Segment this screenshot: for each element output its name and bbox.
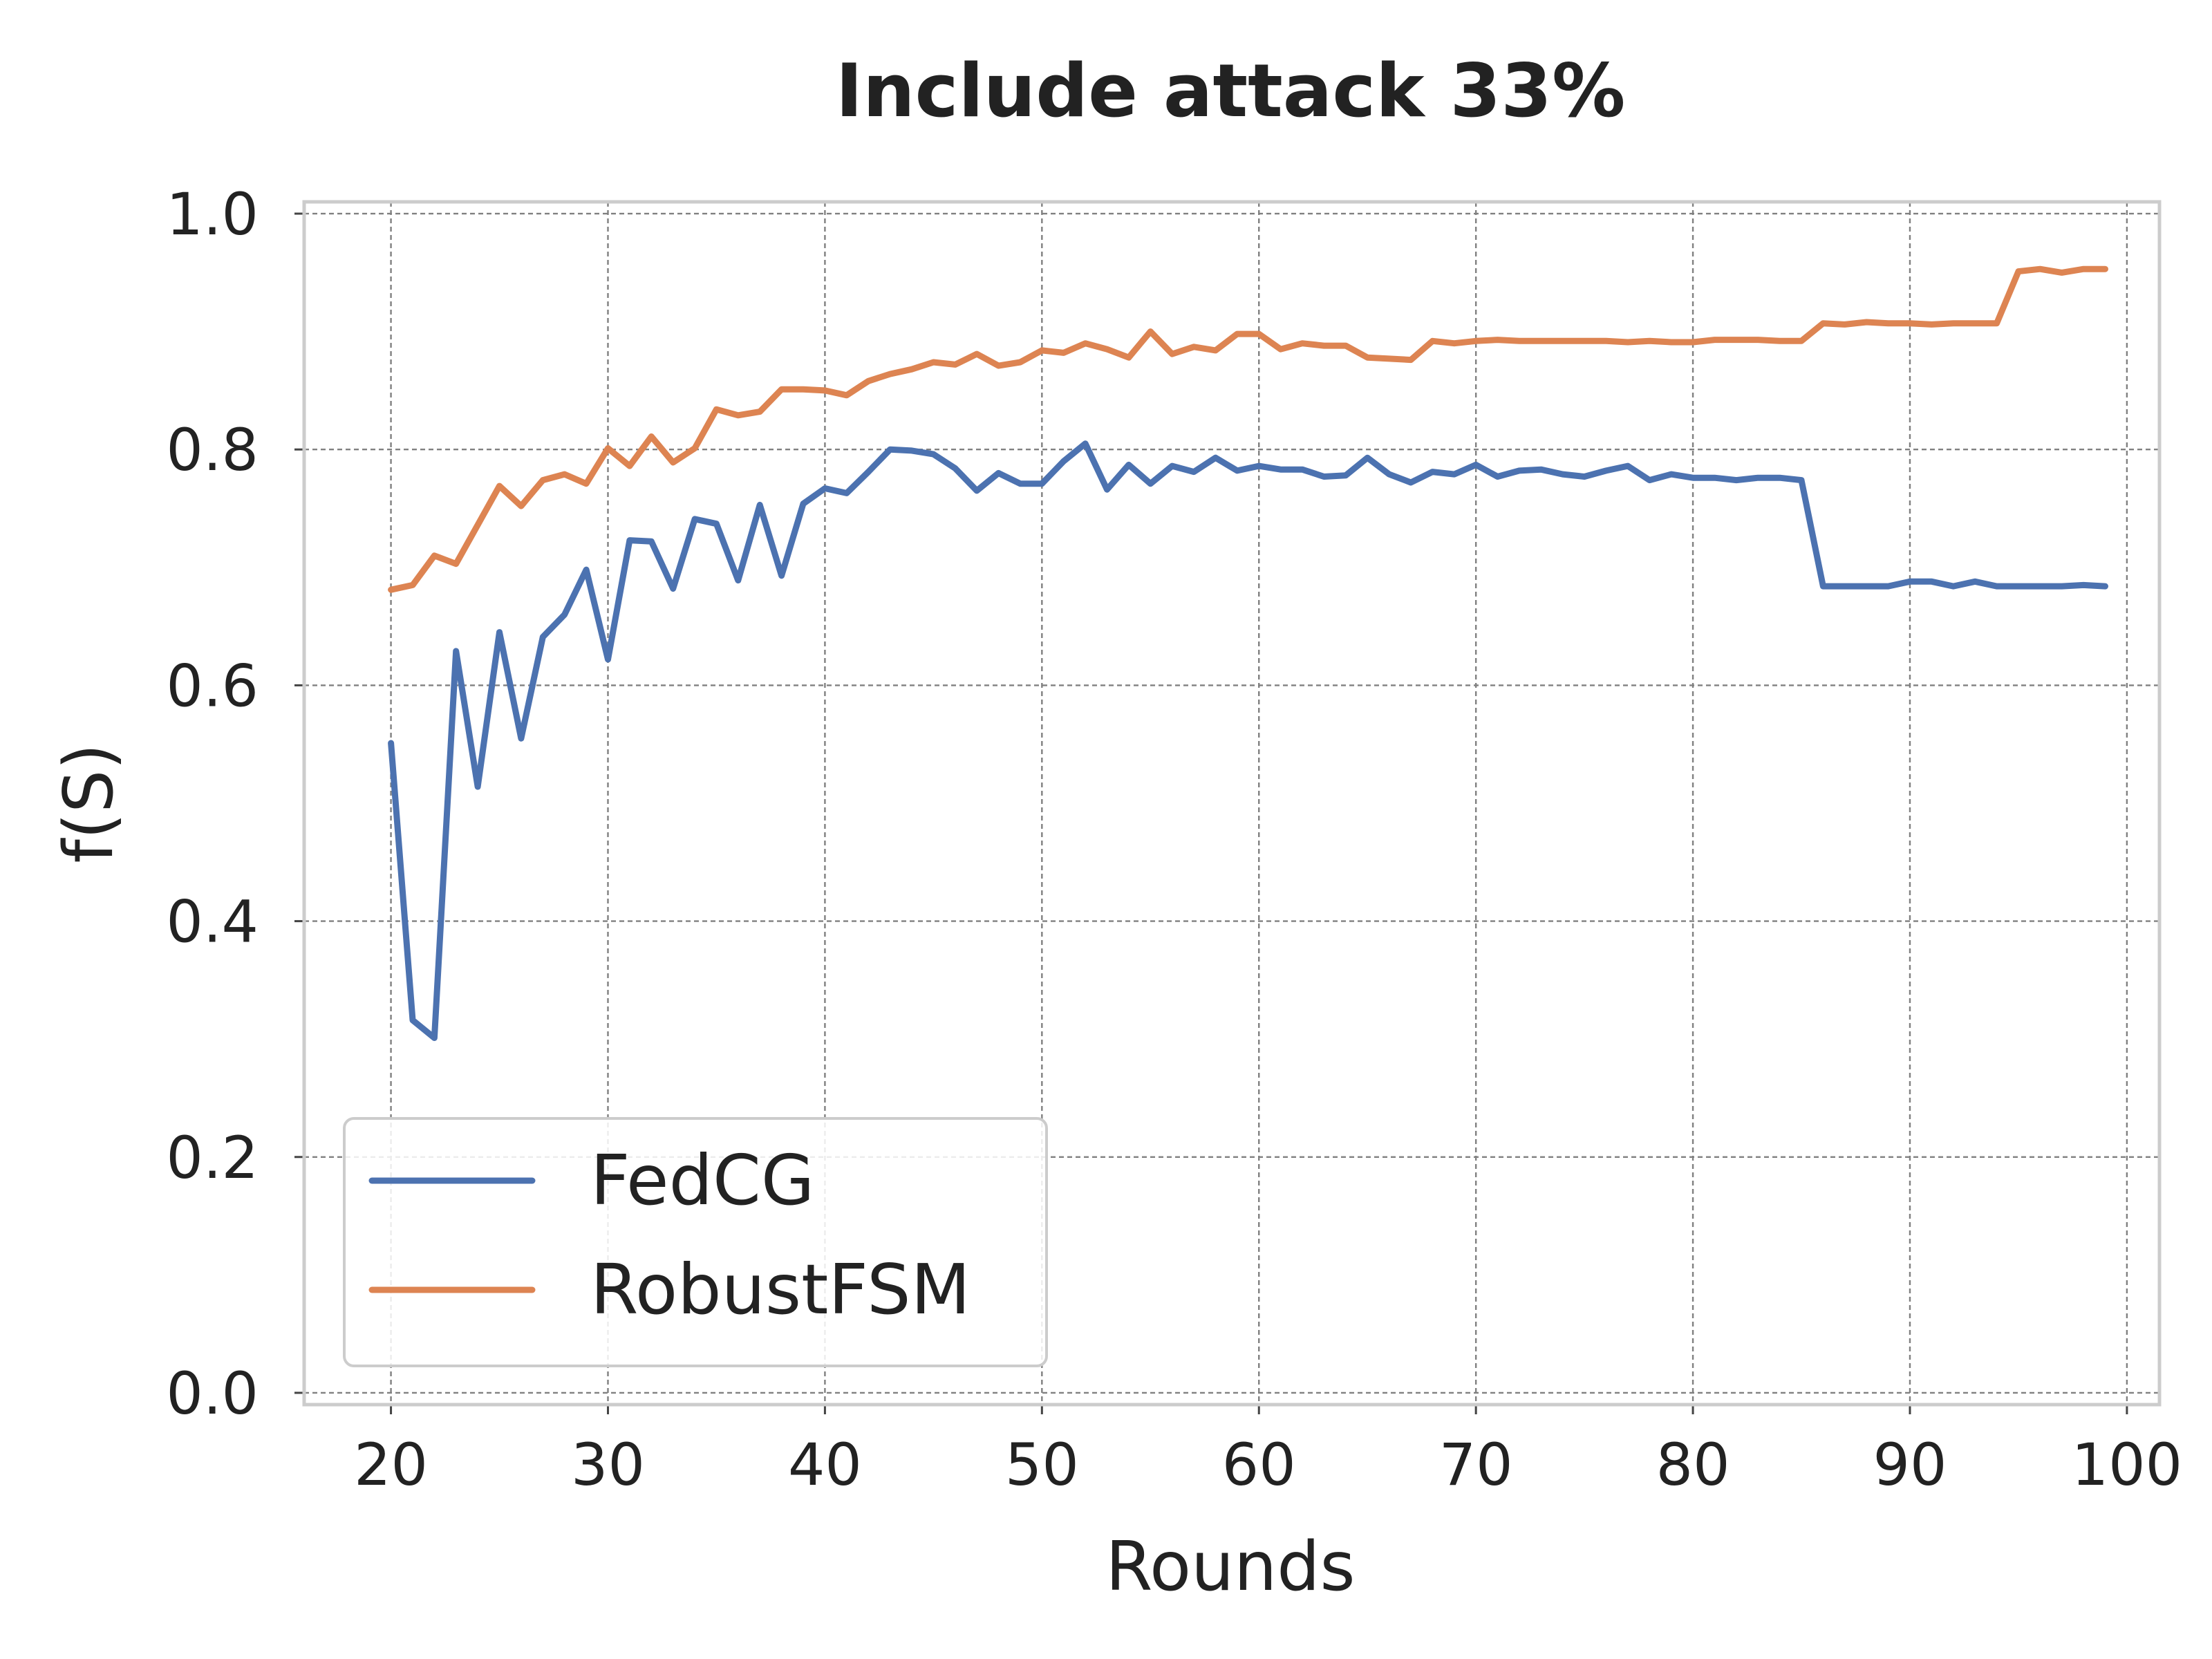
x-tick-label: 40 [788,1431,862,1499]
x-tick-label: 80 [1656,1431,1730,1499]
x-tick-label: 100 [2072,1431,2182,1499]
y-tick-label: 1.0 [166,180,259,248]
series-line-robustfsm [388,265,2108,593]
chart-title: Include attack 33% [836,48,1626,133]
y-tick-labels: 0.0 0.2 0.4 0.6 0.8 1.0 [166,180,259,1427]
legend-label-fedcg: FedCG [590,1140,814,1221]
y-tick-label: 0.2 [166,1124,259,1192]
x-tick-labels: 20 30 40 50 60 70 80 90 100 [354,1431,2182,1499]
y-axis-label: f(S) [50,743,129,863]
y-tick-label: 0.4 [166,888,259,956]
x-tick-label: 20 [354,1431,428,1499]
plot-frame [302,200,2162,1407]
series-lines [388,265,2108,1041]
y-tick-label: 0.8 [166,416,259,484]
x-axis-label: Rounds [1105,1528,1355,1606]
y-tick-label: 0.0 [166,1360,259,1427]
x-tick-label: 30 [571,1431,645,1499]
x-tick-label: 60 [1222,1431,1296,1499]
x-tick-label: 90 [1873,1431,1947,1499]
legend-label-robustfsm: RobustFSM [590,1249,971,1330]
x-tick-label: 50 [1005,1431,1079,1499]
series-line-fedcg [388,440,2108,1041]
legend: FedCG RobustFSM [343,1117,1048,1367]
x-tick-label: 70 [1439,1431,1513,1499]
y-tick-label: 0.6 [166,652,259,720]
